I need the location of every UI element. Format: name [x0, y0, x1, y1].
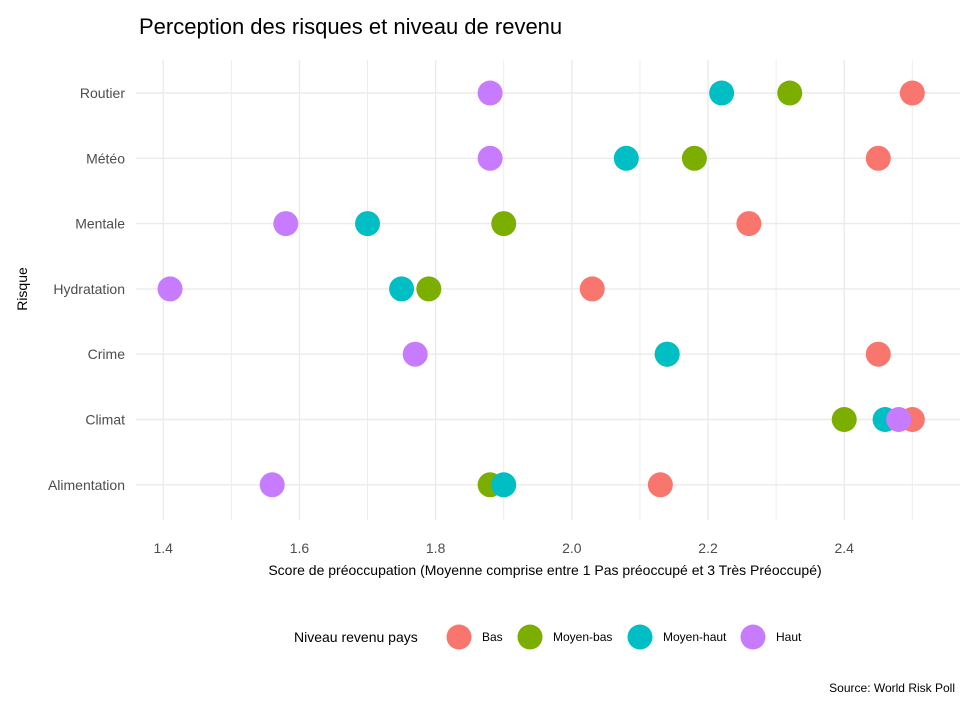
legend-title: Niveau revenu pays — [294, 629, 418, 645]
data-point — [647, 472, 673, 498]
legend-swatch — [446, 624, 472, 650]
data-point — [273, 211, 299, 237]
data-point — [709, 80, 735, 106]
series-bas — [579, 80, 925, 498]
data-point — [736, 211, 762, 237]
legend-label: Haut — [776, 630, 802, 644]
data-point — [416, 276, 442, 302]
points-layer — [157, 80, 925, 498]
data-point — [865, 341, 891, 367]
data-point — [389, 276, 415, 302]
legend-swatch — [740, 624, 766, 650]
y-tick-label: Hydratation — [53, 281, 125, 297]
legend-swatch — [517, 624, 543, 650]
x-tick-label: 1.4 — [154, 540, 174, 556]
x-tick-label: 2.2 — [698, 540, 718, 556]
legend-item: Moyen-bas — [517, 624, 612, 650]
y-tick-label: Climat — [85, 412, 125, 428]
data-point — [579, 276, 605, 302]
data-point — [477, 145, 503, 171]
x-tick-label: 2.4 — [834, 540, 854, 556]
legend-item: Bas — [446, 624, 503, 650]
y-tick-label: Mentale — [75, 216, 125, 232]
data-point — [681, 145, 707, 171]
y-tick-label: Crime — [88, 346, 126, 362]
data-point — [865, 145, 891, 171]
y-tick-label: Alimentation — [48, 477, 125, 493]
data-point — [259, 472, 285, 498]
data-point — [831, 407, 857, 432]
y-tick-label: Météo — [86, 150, 125, 166]
legend-label: Moyen-haut — [663, 630, 727, 644]
legend-item: Haut — [740, 624, 802, 650]
legend: Niveau revenu pays Bas Moyen-bas Moyen-hau… — [294, 624, 802, 650]
data-point — [477, 80, 503, 106]
y-tick-label: Routier — [80, 85, 125, 101]
grid-layer — [136, 60, 960, 520]
x-axis-title: Score de préoccupation (Moyenne comprise… — [268, 562, 821, 578]
legend-label: Moyen-bas — [553, 630, 612, 644]
data-point — [402, 341, 428, 367]
data-point — [777, 80, 803, 106]
x-tick-labels: 1.4 1.6 1.8 2.0 2.2 2.4 — [154, 540, 855, 556]
legend-item: Moyen-haut — [627, 624, 727, 650]
data-point — [613, 145, 639, 171]
data-point — [355, 211, 381, 237]
y-axis-title: Risque — [14, 267, 30, 311]
x-tick-label: 2.0 — [562, 540, 582, 556]
data-point — [654, 341, 680, 367]
data-point — [491, 211, 517, 237]
x-tick-label: 1.6 — [290, 540, 310, 556]
x-tick-label: 1.8 — [426, 540, 446, 556]
data-point — [491, 472, 517, 498]
y-tick-labels: Routier Météo Mentale Hydratation Crime Clima… — [48, 85, 125, 493]
data-point — [899, 80, 925, 106]
series-haut — [157, 80, 912, 498]
chart-title: Perception des risques et niveau de reve… — [139, 14, 562, 39]
legend-items: Bas Moyen-bas Moyen-haut Haut — [446, 624, 802, 650]
legend-swatch — [627, 624, 653, 650]
data-point — [157, 276, 183, 302]
data-point — [886, 407, 912, 432]
legend-label: Bas — [482, 630, 503, 644]
source-caption: Source: World Risk Poll — [829, 681, 955, 695]
